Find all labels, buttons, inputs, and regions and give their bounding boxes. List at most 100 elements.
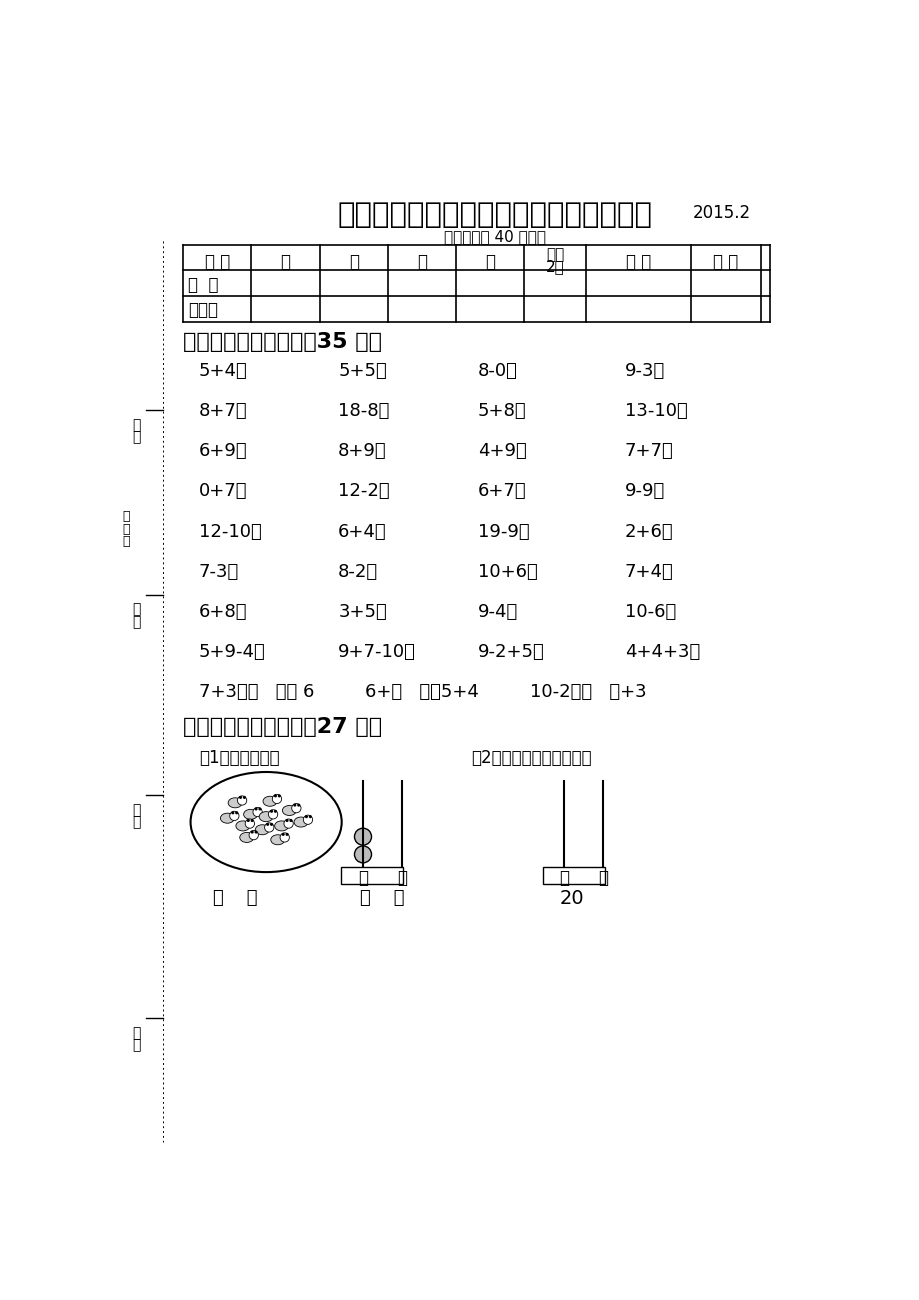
Circle shape <box>297 803 300 806</box>
Circle shape <box>266 823 269 826</box>
Text: 2分: 2分 <box>545 259 564 274</box>
Text: 6+9＝: 6+9＝ <box>199 442 247 460</box>
Text: 二: 二 <box>348 254 358 270</box>
Ellipse shape <box>270 835 284 845</box>
Text: 19-9＝: 19-9＝ <box>477 523 528 541</box>
Text: 线: 线 <box>122 534 130 547</box>
Text: 三: 三 <box>416 254 426 270</box>
Circle shape <box>285 819 289 822</box>
Text: 学: 学 <box>132 417 141 432</box>
Text: 名: 名 <box>132 615 141 629</box>
Ellipse shape <box>294 816 308 827</box>
Circle shape <box>258 807 261 810</box>
Text: 学: 学 <box>132 1026 141 1040</box>
Bar <box>341 867 403 884</box>
Circle shape <box>265 823 274 832</box>
Text: 9-2+5＝: 9-2+5＝ <box>477 642 544 660</box>
Text: 6+8＝: 6+8＝ <box>199 603 247 620</box>
Circle shape <box>284 819 293 828</box>
Circle shape <box>291 803 301 812</box>
Ellipse shape <box>259 811 273 822</box>
Text: 5+5＝: 5+5＝ <box>338 363 387 381</box>
Circle shape <box>245 819 255 828</box>
Circle shape <box>285 833 289 836</box>
Circle shape <box>289 819 292 822</box>
Text: 13-10＝: 13-10＝ <box>624 403 687 420</box>
Text: 二、认真想，能填对（27 分）: 二、认真想，能填对（27 分） <box>183 716 382 737</box>
Text: 苏教版小学一年级数学（上册）期末试卷: 苏教版小学一年级数学（上册）期末试卷 <box>337 200 652 229</box>
Circle shape <box>278 794 280 797</box>
Text: （    ）: （ ） <box>359 889 404 907</box>
Text: 一: 一 <box>280 254 290 270</box>
Text: 十: 十 <box>357 868 368 887</box>
Circle shape <box>293 803 296 806</box>
Text: 6+7＝: 6+7＝ <box>477 482 526 500</box>
Circle shape <box>235 811 238 814</box>
Ellipse shape <box>263 797 277 806</box>
Text: 8+7＝: 8+7＝ <box>199 403 247 420</box>
Text: 10-6＝: 10-6＝ <box>624 603 675 620</box>
Ellipse shape <box>240 832 254 842</box>
Circle shape <box>281 833 284 836</box>
Ellipse shape <box>228 798 242 807</box>
Text: 总 分: 总 分 <box>625 254 651 270</box>
Text: 姓: 姓 <box>132 603 141 616</box>
Text: 题 号: 题 号 <box>204 254 230 270</box>
Text: 10+6＝: 10+6＝ <box>477 563 537 581</box>
Circle shape <box>269 823 273 826</box>
Circle shape <box>274 794 277 797</box>
Text: 7-3＝: 7-3＝ <box>199 563 239 581</box>
Text: 6+（   ）＝5+4: 6+（ ）＝5+4 <box>364 682 478 701</box>
Text: 5+4＝: 5+4＝ <box>199 363 247 381</box>
Text: 2+6＝: 2+6＝ <box>624 523 673 541</box>
Text: 9-3＝: 9-3＝ <box>624 363 664 381</box>
Text: 四: 四 <box>484 254 494 270</box>
Text: 10-2＝（   ）+3: 10-2＝（ ）+3 <box>530 682 646 701</box>
Text: 9+7-10＝: 9+7-10＝ <box>338 642 415 660</box>
Text: 18-8＝: 18-8＝ <box>338 403 389 420</box>
Circle shape <box>274 810 277 812</box>
Text: 个: 个 <box>396 868 406 887</box>
Circle shape <box>239 796 242 800</box>
Text: （    ）: （ ） <box>212 889 257 907</box>
Text: 号: 号 <box>132 430 141 445</box>
Text: 8+9＝: 8+9＝ <box>338 442 386 460</box>
Circle shape <box>249 831 258 840</box>
Text: 装: 装 <box>122 510 130 523</box>
Circle shape <box>231 811 234 814</box>
Circle shape <box>269 810 273 812</box>
Text: 阅卷人: 阅卷人 <box>187 302 218 320</box>
Circle shape <box>250 831 254 833</box>
Circle shape <box>230 811 239 820</box>
Text: （2）在计数器上表示数。: （2）在计数器上表示数。 <box>471 749 592 767</box>
Circle shape <box>253 807 262 816</box>
Text: 12-2＝: 12-2＝ <box>338 482 390 500</box>
Text: 12-10＝: 12-10＝ <box>199 523 261 541</box>
Text: 20: 20 <box>560 889 584 907</box>
Circle shape <box>272 794 281 803</box>
Text: 等 第: 等 第 <box>712 254 738 270</box>
Text: 5+9-4＝: 5+9-4＝ <box>199 642 266 660</box>
Text: 8-2＝: 8-2＝ <box>338 563 378 581</box>
Circle shape <box>303 815 312 824</box>
Text: 7+7＝: 7+7＝ <box>624 442 673 460</box>
Text: 0+7＝: 0+7＝ <box>199 482 247 500</box>
Text: 卷面: 卷面 <box>546 247 563 263</box>
Ellipse shape <box>275 820 289 831</box>
Text: （1）看图写数。: （1）看图写数。 <box>199 749 279 767</box>
Text: 3+5＝: 3+5＝ <box>338 603 387 620</box>
Bar <box>542 867 604 884</box>
Text: 7+4＝: 7+4＝ <box>624 563 673 581</box>
Text: 7+3＝（   ）－ 6: 7+3＝（ ）－ 6 <box>199 682 313 701</box>
Text: 8-0＝: 8-0＝ <box>477 363 517 381</box>
Circle shape <box>246 819 250 822</box>
Circle shape <box>255 831 257 833</box>
Circle shape <box>255 807 257 810</box>
Circle shape <box>268 810 278 819</box>
Circle shape <box>237 796 246 805</box>
Text: 4+4+3＝: 4+4+3＝ <box>624 642 699 660</box>
Ellipse shape <box>282 806 296 815</box>
Text: （考试时间 40 分钟）: （考试时间 40 分钟） <box>443 229 545 244</box>
Circle shape <box>354 828 371 845</box>
Circle shape <box>250 819 254 822</box>
